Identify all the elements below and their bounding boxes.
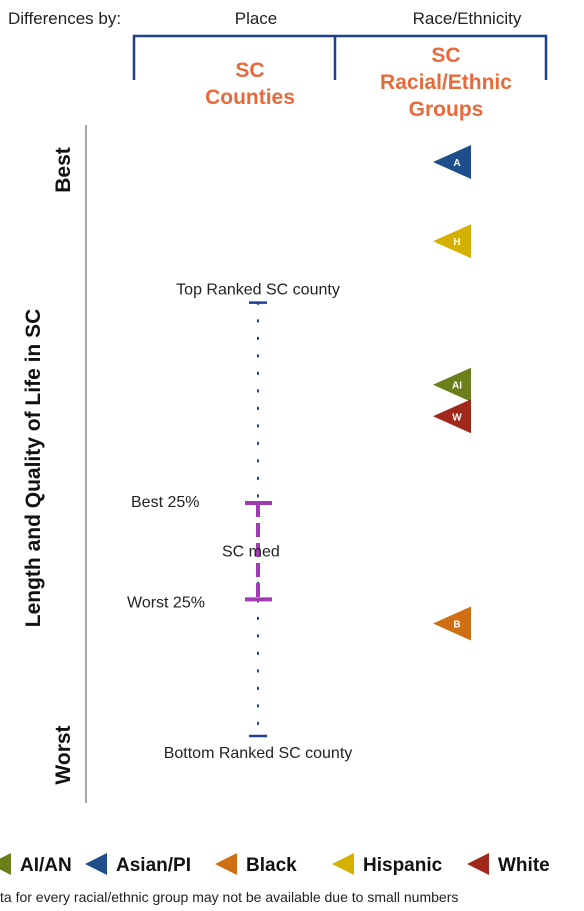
legend-label-black: Black bbox=[246, 855, 297, 876]
legend-marker-asian-pi bbox=[85, 853, 107, 875]
header-race-ethnicity: Race/Ethnicity bbox=[413, 9, 522, 28]
legend-marker-hispanic bbox=[332, 853, 354, 875]
group-title-counties-line2: Counties bbox=[205, 86, 295, 109]
group-title-race-line2: Racial/Ethnic bbox=[380, 71, 512, 94]
group-title-race-line1: SC bbox=[431, 44, 460, 67]
marker-label-black: B bbox=[453, 619, 460, 630]
y-axis-best-label: Best bbox=[52, 147, 75, 193]
county-range: Top Ranked SC county Best 25% SC med Wor… bbox=[127, 282, 352, 762]
legend-label-asian-pi: Asian/PI bbox=[116, 855, 191, 876]
median-label: SC med bbox=[222, 544, 280, 561]
legend-marker-white bbox=[467, 853, 489, 875]
marker-label-white: W bbox=[452, 412, 462, 423]
legend: AI/AN Asian/PI Black Hispanic White bbox=[0, 853, 550, 876]
marker-white bbox=[433, 399, 471, 434]
marker-black bbox=[433, 606, 471, 641]
legend-marker-ai-an bbox=[0, 853, 11, 875]
footnote: ta for every racial/ethnic group may not… bbox=[0, 889, 458, 905]
bottom-county-label: Bottom Ranked SC county bbox=[164, 745, 353, 762]
marker-hispanic bbox=[433, 224, 471, 259]
legend-label-white: White bbox=[498, 855, 550, 876]
group-title-counties-line1: SC bbox=[235, 59, 264, 82]
header-bracket bbox=[132, 34, 548, 80]
y-axis-title: Length and Quality of Life in SC bbox=[22, 309, 45, 628]
header-place: Place bbox=[235, 9, 278, 28]
best25-label: Best 25% bbox=[131, 494, 199, 511]
header-prefix: Differences by: bbox=[8, 9, 121, 28]
marker-asian-pi bbox=[433, 145, 471, 179]
marker-ai-an bbox=[433, 367, 471, 402]
worst25-label: Worst 25% bbox=[127, 594, 205, 611]
y-axis-worst-label: Worst bbox=[52, 725, 75, 784]
marker-label-asian-pi: A bbox=[453, 158, 460, 169]
top-county-label: Top Ranked SC county bbox=[176, 282, 340, 299]
legend-label-ai-an: AI/AN bbox=[20, 855, 72, 876]
legend-label-hispanic: Hispanic bbox=[363, 855, 443, 876]
legend-marker-black bbox=[215, 853, 237, 875]
group-markers: A H AI W B bbox=[433, 145, 471, 641]
group-title-race-line3: Groups bbox=[409, 98, 484, 121]
marker-label-ai-an: AI bbox=[452, 381, 462, 392]
marker-label-hispanic: H bbox=[453, 237, 460, 248]
